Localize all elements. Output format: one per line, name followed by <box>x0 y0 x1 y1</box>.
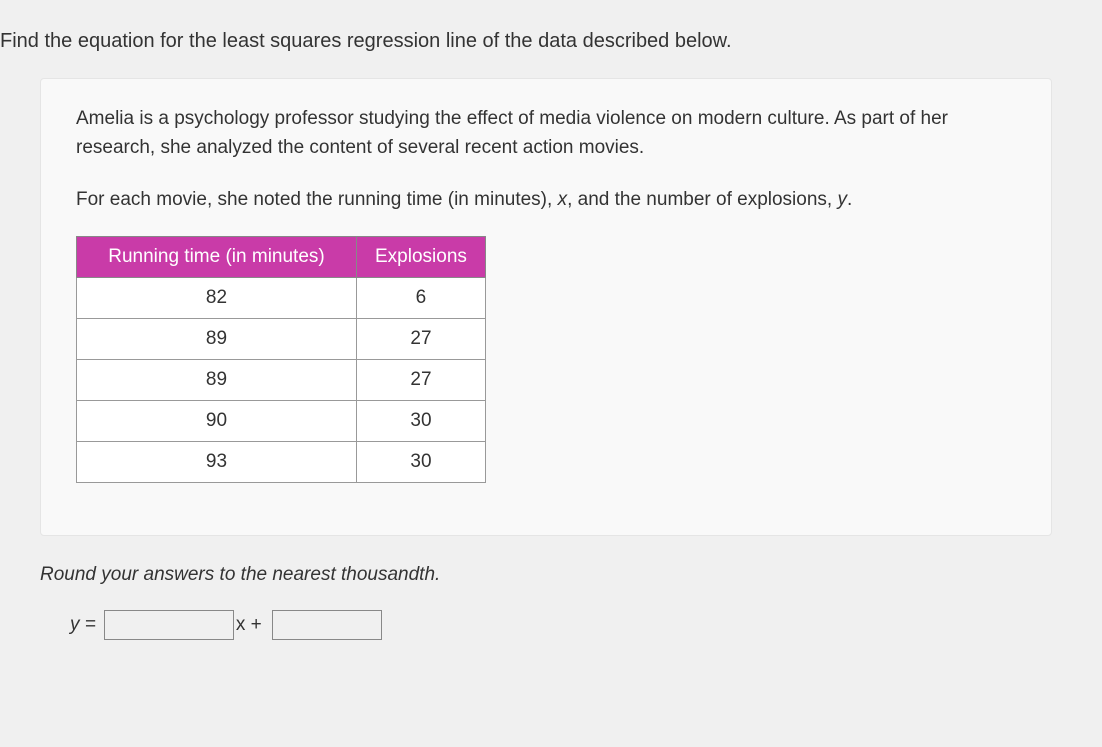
y-equals-label: y = <box>70 614 96 636</box>
paragraph2-mid: , and the number of explosions, <box>567 189 837 210</box>
table-cell: 90 <box>77 401 357 442</box>
table-row: 82 6 <box>77 278 486 319</box>
table-row: 90 30 <box>77 401 486 442</box>
table-cell: 89 <box>77 319 357 360</box>
table-row: 89 27 <box>77 360 486 401</box>
x-plus-label: x + <box>236 614 262 636</box>
table-cell: 82 <box>77 278 357 319</box>
data-table: Running time (in minutes) Explosions 82 … <box>76 236 486 483</box>
rounding-instruction: Round your answers to the nearest thousa… <box>40 564 1092 586</box>
table-header-col1: Running time (in minutes) <box>77 237 357 278</box>
table-cell: 27 <box>357 360 486 401</box>
paragraph2-post: . <box>847 189 852 210</box>
table-header-row: Running time (in minutes) Explosions <box>77 237 486 278</box>
table-row: 89 27 <box>77 319 486 360</box>
slope-input[interactable] <box>104 610 234 640</box>
table-cell: 89 <box>77 360 357 401</box>
answer-row: y = x + <box>70 610 1092 640</box>
table-cell: 30 <box>357 401 486 442</box>
variable-y: y <box>837 189 847 210</box>
content-card: Amelia is a psychology professor studyin… <box>40 78 1052 536</box>
context-paragraph-1: Amelia is a psychology professor studyin… <box>76 104 1016 163</box>
paragraph2-pre: For each movie, she noted the running ti… <box>76 189 558 210</box>
table-cell: 30 <box>357 442 486 483</box>
intercept-input[interactable] <box>272 610 382 640</box>
context-paragraph-2: For each movie, she noted the running ti… <box>76 185 1016 214</box>
question-prompt: Find the equation for the least squares … <box>0 30 1092 53</box>
table-row: 93 30 <box>77 442 486 483</box>
table-header-col2: Explosions <box>357 237 486 278</box>
variable-x: x <box>558 189 568 210</box>
table-cell: 93 <box>77 442 357 483</box>
table-cell: 6 <box>357 278 486 319</box>
table-cell: 27 <box>357 319 486 360</box>
